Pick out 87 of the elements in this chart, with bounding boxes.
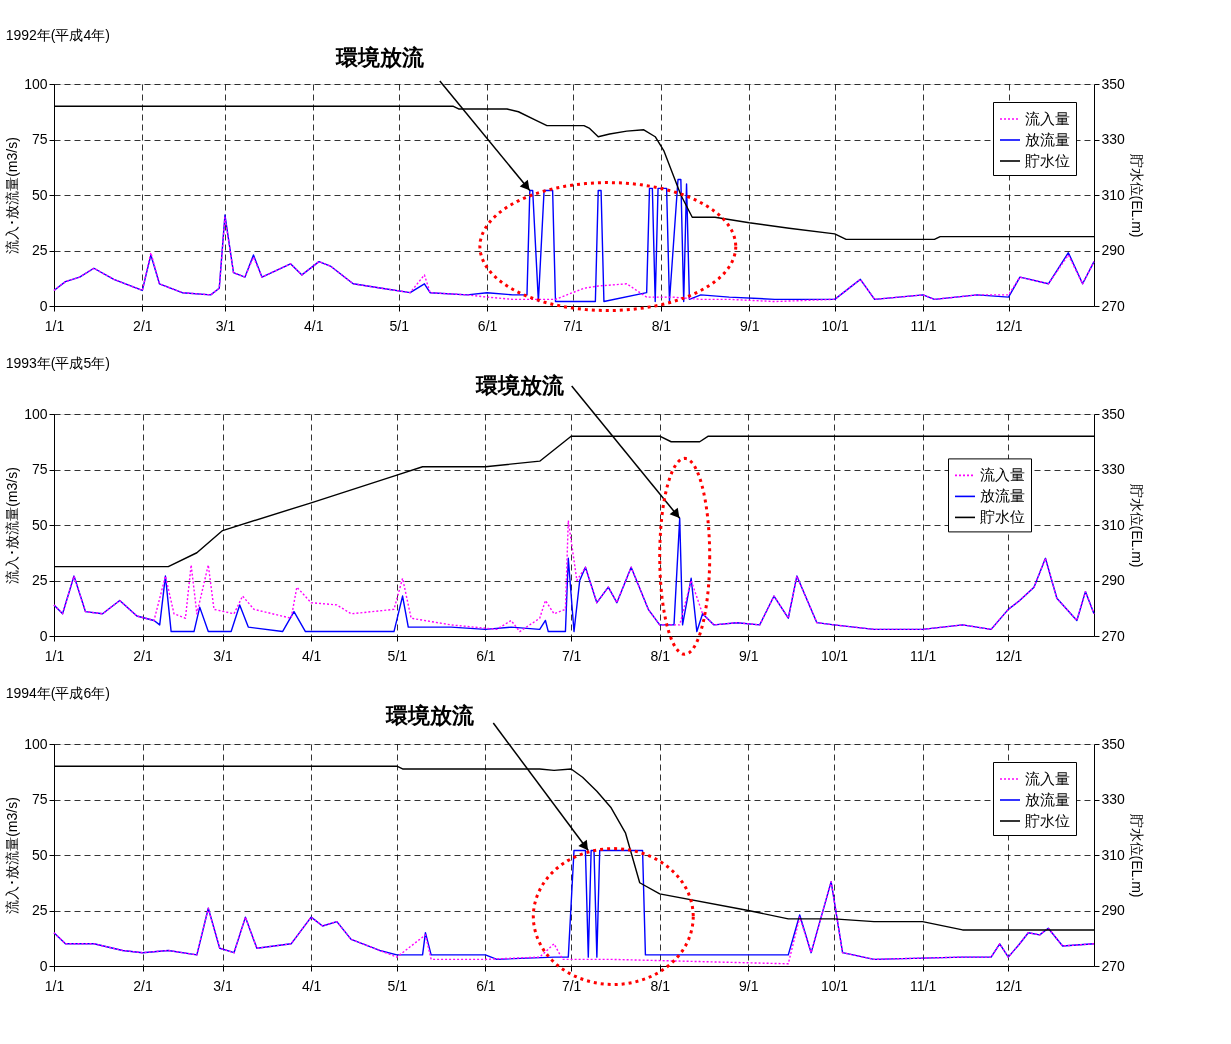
y2-tick-label: 310: [1101, 516, 1126, 533]
annotation: 環境放流: [474, 373, 565, 398]
x-tick-label: 7/1: [561, 647, 582, 664]
y-tick-label: 100: [24, 75, 48, 92]
y2-tick-label: 290: [1101, 902, 1126, 918]
x-tick-label: 2/1: [133, 317, 153, 334]
annotation: 環境放流: [385, 703, 476, 728]
x-tick-label: 12/1: [995, 977, 1023, 994]
x-tick-label: 4/1: [301, 647, 322, 664]
y-tick-label: 0: [39, 297, 48, 314]
annotation: 環境放流: [334, 45, 425, 70]
y-axis-title: 流入･放流量(m3/s): [4, 467, 21, 584]
legend-label: 放流量: [1025, 131, 1070, 148]
x-tick-label: 4/1: [301, 977, 322, 994]
y-tick-label: 50: [31, 516, 48, 533]
x-tick-label: 3/1: [215, 317, 236, 334]
legend-label: 貯水位: [1025, 152, 1070, 169]
y2-tick-label: 310: [1101, 186, 1126, 203]
x-tick-label: 12/1: [995, 647, 1023, 664]
x-tick-label: 9/1: [739, 977, 759, 994]
legend-label: 放流量: [980, 487, 1025, 505]
y2-tick-label: 350: [1101, 735, 1126, 752]
y2-tick-label: 290: [1101, 572, 1126, 588]
chart-title: 1993年(平成5年): [5, 355, 110, 371]
x-tick-label: 6/1: [477, 317, 498, 334]
x-tick-label: 8/1: [650, 977, 671, 994]
x-tick-label: 3/1: [213, 977, 234, 994]
x-tick-label: 7/1: [561, 977, 582, 994]
x-tick-label: 10/1: [821, 317, 850, 334]
y2-tick-label: 350: [1101, 75, 1126, 92]
y-tick-label: 75: [31, 131, 48, 147]
x-tick-label: 12/1: [995, 317, 1023, 334]
legend-label: 流入量: [980, 466, 1025, 484]
legend-label: 貯水位: [1025, 812, 1070, 829]
x-tick-label: 1/1: [44, 317, 65, 334]
legend-label: 流入量: [1025, 770, 1070, 787]
x-tick-label: 3/1: [213, 647, 234, 664]
y-tick-label: 0: [39, 627, 48, 644]
y2-tick-label: 310: [1101, 846, 1126, 863]
y-tick-label: 75: [31, 791, 48, 807]
x-tick-label: 6/1: [476, 647, 496, 664]
x-tick-label: 11/1: [910, 317, 937, 334]
y2-tick-label: 330: [1101, 131, 1126, 147]
y2-axis-title: 貯水位(EL.m): [1128, 483, 1145, 568]
x-tick-label: 7/1: [563, 317, 584, 334]
x-tick-label: 5/1: [387, 647, 408, 664]
x-tick-label: 8/1: [651, 317, 672, 334]
y-tick-label: 0: [39, 957, 48, 974]
y-tick-label: 25: [31, 242, 48, 258]
y-tick-label: 100: [24, 405, 48, 422]
x-tick-label: 1/1: [44, 977, 65, 994]
x-tick-label: 1/1: [44, 647, 65, 664]
y2-tick-label: 290: [1101, 242, 1126, 258]
x-tick-label: 10/1: [820, 977, 849, 994]
y-tick-label: 25: [31, 572, 48, 588]
y2-tick-label: 270: [1101, 957, 1126, 974]
y2-axis-title: 貯水位(EL.m): [1128, 813, 1145, 898]
legend-label: 放流量: [1025, 791, 1070, 808]
x-tick-label: 5/1: [387, 977, 408, 994]
y-tick-label: 50: [31, 186, 48, 203]
x-tick-label: 4/1: [304, 317, 324, 334]
legend-label: 流入量: [1025, 110, 1070, 127]
x-tick-label: 8/1: [650, 647, 671, 664]
x-tick-label: 11/1: [909, 647, 937, 664]
y2-tick-label: 270: [1101, 627, 1126, 644]
chart-title: 1992年(平成4年): [5, 27, 110, 43]
x-tick-label: 11/1: [909, 977, 937, 994]
y2-tick-label: 350: [1101, 405, 1126, 422]
chart-title: 1994年(平成6年): [5, 685, 110, 701]
x-tick-label: 9/1: [740, 317, 760, 334]
x-tick-label: 2/1: [133, 647, 154, 664]
y2-tick-label: 330: [1101, 791, 1126, 807]
y2-axis-title: 貯水位(EL.m): [1128, 153, 1145, 238]
x-tick-label: 6/1: [476, 977, 496, 994]
y2-tick-label: 330: [1101, 461, 1126, 477]
y-tick-label: 100: [24, 735, 48, 752]
x-tick-label: 9/1: [739, 647, 759, 664]
x-tick-label: 2/1: [133, 977, 154, 994]
y-axis-title: 流入･放流量(m3/s): [4, 797, 21, 914]
x-tick-label: 5/1: [389, 317, 410, 334]
y-axis-title: 流入･放流量(m3/s): [4, 137, 21, 254]
y2-tick-label: 270: [1101, 297, 1126, 314]
y-tick-label: 50: [31, 846, 48, 863]
legend-label: 貯水位: [980, 508, 1025, 526]
y-tick-label: 25: [31, 902, 48, 918]
y-tick-label: 75: [31, 461, 48, 477]
x-tick-label: 10/1: [820, 647, 849, 664]
